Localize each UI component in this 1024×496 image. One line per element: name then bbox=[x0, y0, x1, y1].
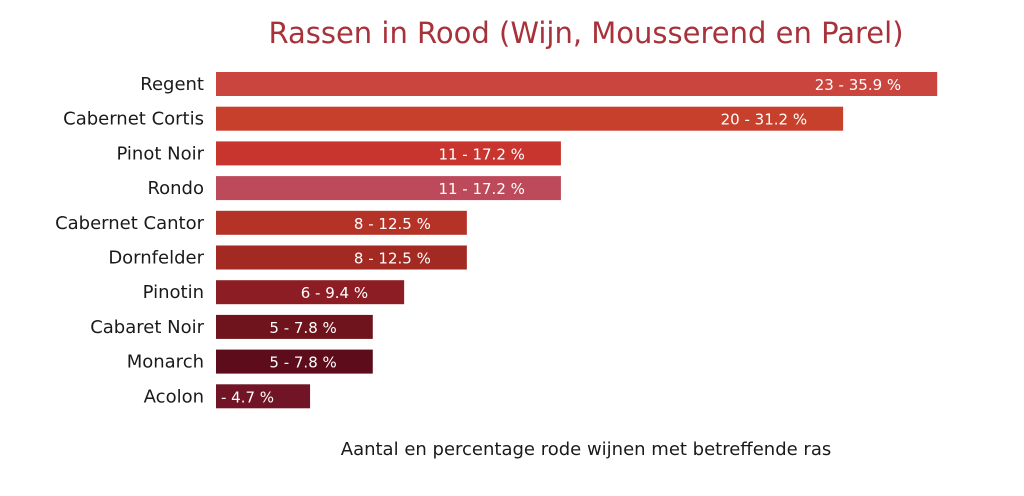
value-label-0: 23 - 35.9 % bbox=[815, 76, 901, 94]
category-label-6: Pinotin bbox=[143, 282, 204, 303]
category-labels: Regent Cabernet Cortis Pinot Noir Rondo Cabe… bbox=[55, 74, 205, 407]
value-label-4: 8 - 12.5 % bbox=[354, 215, 431, 233]
bar-5 bbox=[216, 245, 467, 270]
category-label-8: Monarch bbox=[127, 352, 204, 373]
category-label-0: Regent bbox=[140, 74, 204, 95]
category-label-1: Cabernet Cortis bbox=[63, 109, 204, 130]
bar-4 bbox=[216, 210, 467, 235]
value-label-2: 11 - 17.2 % bbox=[438, 145, 524, 163]
bar-0 bbox=[216, 72, 938, 96]
category-label-5: Dornfelder bbox=[108, 248, 204, 269]
bar-7 bbox=[216, 314, 373, 339]
chart-title: Rassen in Rood (Wijn, Mousserend en Pare… bbox=[268, 16, 904, 50]
value-label-6: 6 - 9.4 % bbox=[301, 284, 368, 302]
value-labels: 23 - 35.9 % 20 - 31.2 % 11 - 17.2 % 11 - 17… bbox=[207, 76, 901, 406]
x-axis-label: Aantal en percentage rode wijnen met bet… bbox=[340, 439, 832, 460]
value-label-5: 8 - 12.5 % bbox=[354, 250, 431, 268]
category-label-2: Pinot Noir bbox=[116, 143, 204, 164]
value-label-1: 20 - 31.2 % bbox=[721, 111, 807, 129]
value-label-7: 5 - 7.8 % bbox=[269, 319, 336, 337]
value-label-9: 3 - 4.7 % bbox=[207, 388, 274, 406]
category-label-7: Cabaret Noir bbox=[90, 317, 204, 338]
bar-9 bbox=[216, 384, 311, 409]
value-label-8: 5 - 7.8 % bbox=[269, 354, 336, 372]
bar-8 bbox=[216, 349, 373, 374]
bar-6 bbox=[216, 280, 405, 305]
bar-1 bbox=[216, 106, 844, 131]
bar-2 bbox=[216, 141, 561, 166]
category-label-4: Cabernet Cantor bbox=[55, 213, 205, 234]
bars-group bbox=[216, 72, 938, 409]
bar-3 bbox=[216, 176, 561, 201]
category-label-9: Acolon bbox=[144, 386, 204, 407]
category-label-3: Rondo bbox=[147, 178, 204, 199]
value-label-3: 11 - 17.2 % bbox=[438, 180, 524, 198]
